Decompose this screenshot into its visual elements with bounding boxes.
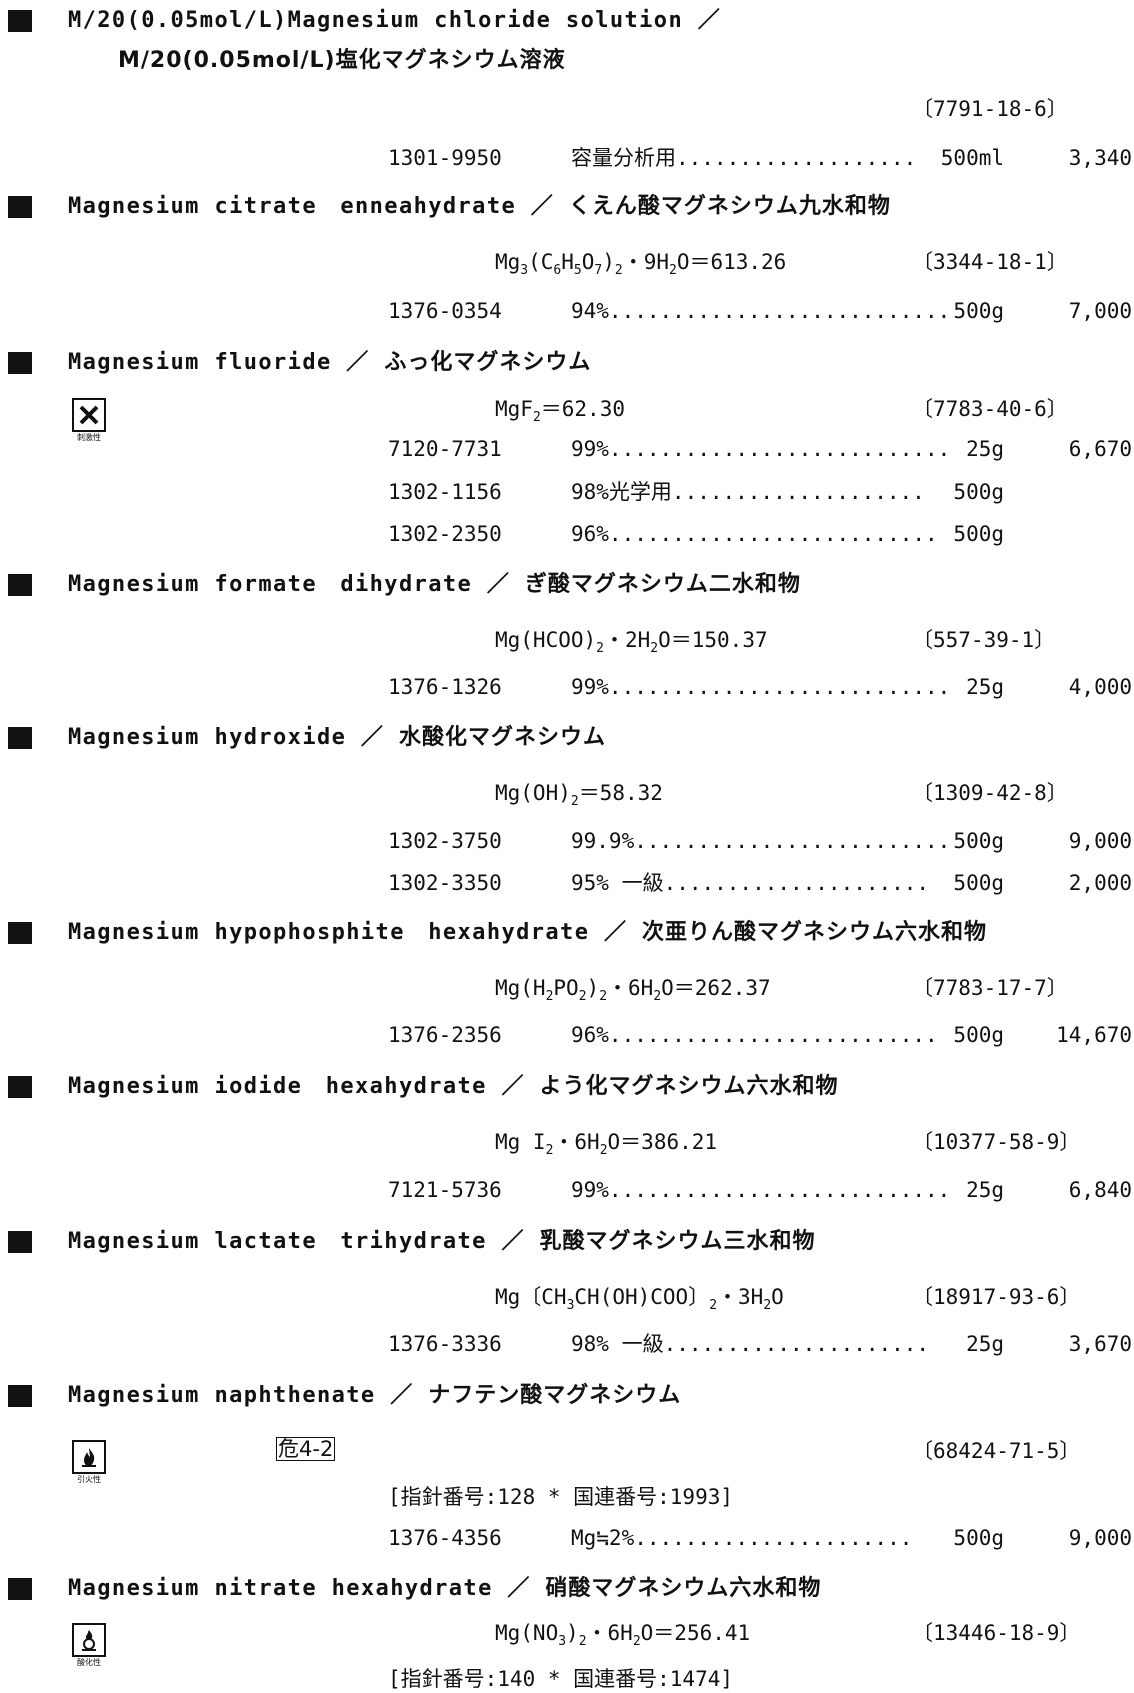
product-desc: 94%...........................: [571, 299, 951, 323]
guideline-note: [指針番号:140 * 国連番号:1474]: [388, 1667, 734, 1691]
hazard-class-label: 危4-2: [276, 1437, 336, 1461]
product-price: 4,000: [1068, 675, 1132, 699]
entry-bullet: [8, 922, 32, 944]
cas-number: 〔7783-40-6〕: [912, 397, 1068, 421]
product-size: 500ml: [940, 146, 1004, 170]
entry-bullet: [8, 1578, 32, 1600]
entry-bullet: [8, 352, 32, 374]
product-price: 3,340: [1068, 146, 1132, 170]
pictogram-label: 刺激性: [77, 433, 101, 442]
chemical-formula: Mg〔CH3CH(OH)COO〕2・3H2O: [495, 1285, 784, 1313]
product-desc: 98%光学用....................: [571, 480, 925, 504]
chemical-formula: Mg(H2PO2)2・6H2O＝262.37: [495, 976, 771, 1004]
cas-number: 〔7791-18-6〕: [912, 97, 1068, 121]
product-size: 500g: [953, 871, 1004, 895]
entry-bullet: [8, 1231, 32, 1253]
product-code: 1376-2356: [388, 1023, 502, 1047]
product-code: 7120-7731: [388, 437, 502, 461]
cas-number: 〔1309-42-8〕: [912, 781, 1068, 805]
cas-number: 〔3344-18-1〕: [912, 250, 1068, 274]
product-price: 6,670: [1068, 437, 1132, 461]
entry-bullet: [8, 196, 32, 218]
hazard-pictogram: 刺激性: [66, 398, 112, 443]
product-desc: 99%...........................: [571, 437, 951, 461]
chemical-formula: Mg3(C6H5O7)2・9H2O＝613.26: [495, 250, 787, 278]
entry-name-en: M/20(0.05mol/L)Magnesium chloride soluti…: [68, 8, 722, 33]
product-desc: 95% 一級.....................: [571, 871, 930, 895]
product-size: 25g: [966, 1332, 1004, 1356]
product-desc: Mg≒2%......................: [571, 1526, 913, 1550]
product-size: 500g: [953, 480, 1004, 504]
product-desc: 96%..........................: [571, 1023, 938, 1047]
cas-number: 〔68424-71-5〕: [912, 1439, 1081, 1463]
entry-name-en: Magnesium lactate trihydrate ／ 乳酸マグネシウム三…: [68, 1229, 816, 1254]
cas-number: 〔13446-18-9〕: [912, 1621, 1081, 1645]
product-code: 1302-2350: [388, 522, 502, 546]
product-code: 1376-0354: [388, 299, 502, 323]
product-code: 1376-4356: [388, 1526, 502, 1550]
product-code: 1301-9950: [388, 146, 502, 170]
product-size: 500g: [953, 1023, 1004, 1047]
entry-name-en: Magnesium iodide hexahydrate ／ よう化マグネシウム…: [68, 1074, 839, 1099]
product-price: 2,000: [1068, 871, 1132, 895]
entry-name-en: Magnesium fluoride ／ ふっ化マグネシウム: [68, 350, 592, 375]
pictogram-label: 引火性: [77, 1475, 101, 1484]
product-price: 9,000: [1068, 1526, 1132, 1550]
product-desc: 容量分析用...................: [571, 146, 917, 170]
product-size: 500g: [953, 522, 1004, 546]
product-code: 1376-3336: [388, 1332, 502, 1356]
product-code: 1376-1326: [388, 675, 502, 699]
chemical-formula: Mg I2・6H2O＝386.21: [495, 1130, 718, 1158]
entry-name-en: Magnesium formate dihydrate ／ ぎ酸マグネシウム二水…: [68, 572, 801, 597]
product-size: 500g: [953, 299, 1004, 323]
product-code: 1302-3750: [388, 829, 502, 853]
product-size: 500g: [953, 829, 1004, 853]
entry-bullet: [8, 574, 32, 596]
product-desc: 99.9%.........................: [571, 829, 951, 853]
product-size: 500g: [953, 1526, 1004, 1550]
chemical-formula: MgF2＝62.30: [495, 397, 625, 425]
product-code: 1302-3350: [388, 871, 502, 895]
product-price: 6,840: [1068, 1178, 1132, 1202]
flame-over-circle-icon: [72, 1623, 106, 1657]
entry-bullet: [8, 10, 32, 32]
product-desc: 98% 一級.....................: [571, 1332, 930, 1356]
entry-name-en: Magnesium hydroxide ／ 水酸化マグネシウム: [68, 725, 606, 750]
entry-bullet: [8, 727, 32, 749]
cas-number: 〔18917-93-6〕: [912, 1285, 1081, 1309]
entry-name-en: Magnesium naphthenate ／ ナフテン酸マグネシウム: [68, 1383, 682, 1408]
product-desc: 99%...........................: [571, 1178, 951, 1202]
product-desc: 96%..........................: [571, 522, 938, 546]
hazard-pictogram: 引火性: [66, 1440, 112, 1485]
product-desc: 99%...........................: [571, 675, 951, 699]
product-size: 25g: [966, 675, 1004, 699]
chemical-formula: Mg(OH)2＝58.32: [495, 781, 663, 809]
hazard-pictogram: 酸化性: [66, 1623, 112, 1668]
product-price: 7,000: [1068, 299, 1132, 323]
product-code: 7121-5736: [388, 1178, 502, 1202]
pictogram-label: 酸化性: [77, 1658, 101, 1667]
cas-number: 〔10377-58-9〕: [912, 1130, 1081, 1154]
entry-name-en: Magnesium nitrate hexahydrate ／ 硝酸マグネシウム…: [68, 1576, 822, 1601]
entry-name-jp: M/20(0.05mol/L)塩化マグネシウム溶液: [118, 48, 566, 73]
x-mark-icon: [72, 398, 106, 432]
entry-name-en: Magnesium hypophosphite hexahydrate ／ 次亜…: [68, 920, 988, 945]
product-price: 3,670: [1068, 1332, 1132, 1356]
product-size: 25g: [966, 1178, 1004, 1202]
flame-icon: [72, 1440, 106, 1474]
product-price: 9,000: [1068, 829, 1132, 853]
product-size: 25g: [966, 437, 1004, 461]
entry-name-en: Magnesium citrate enneahydrate ／ くえん酸マグネ…: [68, 194, 891, 219]
cas-number: 〔557-39-1〕: [912, 628, 1056, 652]
product-code: 1302-1156: [388, 480, 502, 504]
guideline-note: [指針番号:128 * 国連番号:1993]: [388, 1485, 734, 1509]
cas-number: 〔7783-17-7〕: [912, 976, 1068, 1000]
chemical-formula: Mg(HCOO)2・2H2O＝150.37: [495, 628, 768, 656]
entry-bullet: [8, 1385, 32, 1407]
chemical-formula: Mg(NO3)2・6H2O＝256.41: [495, 1621, 751, 1649]
product-price: 14,670: [1056, 1023, 1132, 1047]
entry-bullet: [8, 1076, 32, 1098]
